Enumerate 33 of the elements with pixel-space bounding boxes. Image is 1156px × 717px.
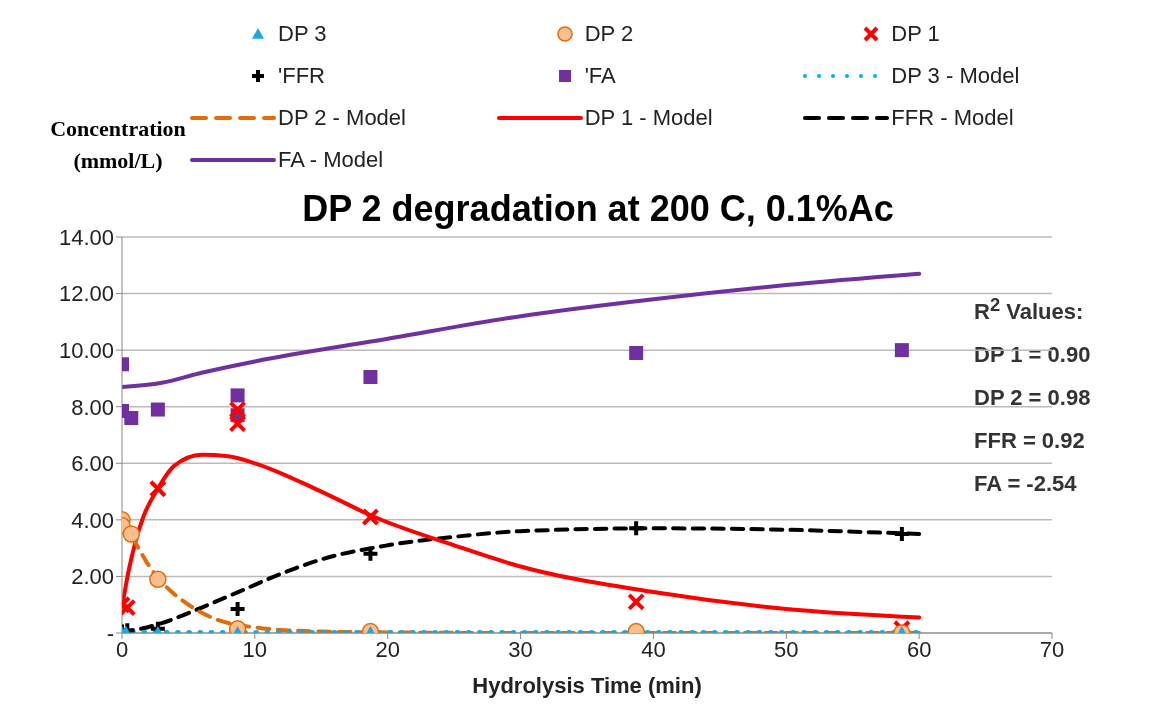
annotation: FFR = 0.92 <box>974 427 1086 456</box>
y-tick-label: 12.00 <box>58 281 114 307</box>
legend-label: 'FA <box>584 63 616 89</box>
x-tick-label: 0 <box>115 636 129 662</box>
y-tick-label: 10.00 <box>58 337 114 363</box>
y-axis-title: Concentration (mmol/L) <box>49 115 187 175</box>
x-tick-label: 40 <box>641 636 666 662</box>
legend-label: DP 2 <box>584 21 634 47</box>
legend-label: FA - Model <box>278 147 384 173</box>
legend-label: DP 3 <box>278 21 327 47</box>
legend-label: FFR - Model <box>891 105 1014 131</box>
x-tick-label: 30 <box>508 636 533 662</box>
y-tick-label: 8.00 <box>71 394 114 420</box>
x-axis-title: Hydrolysis Time (min) <box>472 673 702 698</box>
annotation: DP 2 = 0.98 <box>974 384 1091 413</box>
x-tick-label: 70 <box>1039 636 1065 662</box>
y-tick-label: 6.00 <box>71 451 114 477</box>
y-tick-label: 4.00 <box>71 507 114 533</box>
legend-label: DP 2 - Model <box>278 105 406 131</box>
x-tick-label: 10 <box>242 636 268 662</box>
legend-label: DP 3 - Model <box>891 63 1020 89</box>
y-tick-label: 2.00 <box>71 564 114 590</box>
legend-label: 'FFR <box>278 63 325 89</box>
annotation: FA = -2.54 <box>974 470 1078 499</box>
chart-title: DP 2 degradation at 200 C, 0.1%Ac <box>301 188 895 230</box>
legend-label: DP 1 - Model <box>584 105 713 131</box>
x-tick-label: 50 <box>774 636 799 662</box>
x-tick-label: 20 <box>375 636 400 662</box>
legend-label: DP 1 <box>891 21 940 47</box>
x-tick-label: 60 <box>906 636 932 662</box>
annotation: R$^{2}$ Values: <box>974 293 1085 327</box>
y-tick-label: - <box>106 620 114 646</box>
y-tick-label: 14.00 <box>58 224 114 250</box>
